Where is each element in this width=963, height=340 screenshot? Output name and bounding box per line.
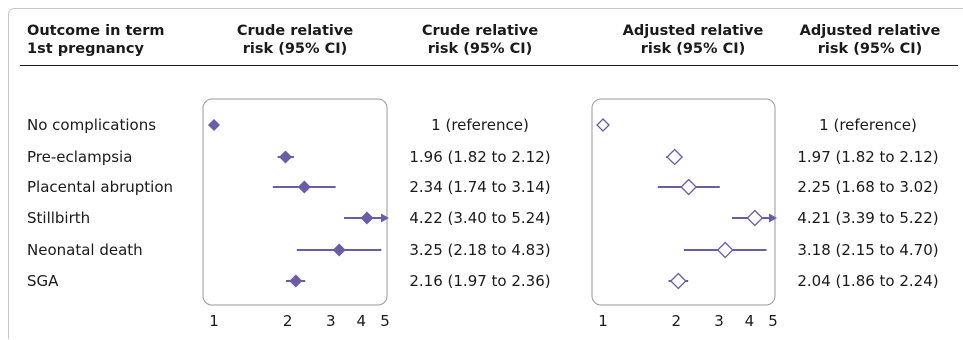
outcome-label: No complications (27, 116, 157, 134)
header-crude-plot-line1: Crude relative (236, 23, 354, 39)
header-outcome: Outcome in term 1st pregnancy (27, 22, 165, 58)
crude-tick-label: 2 (283, 312, 293, 330)
crude-tick-label: 4 (357, 312, 367, 330)
crude-ci-text: 2.16 (1.97 to 2.36) (409, 272, 551, 290)
adjusted-tick-label: 4 (745, 312, 755, 330)
outcome-label: Pre-eclampsia (27, 148, 133, 166)
outcome-label: Placental abruption (27, 178, 174, 196)
adjusted-ci-arrow (769, 213, 777, 223)
header-adj-text-line1: Adjusted relative (799, 23, 941, 39)
adjusted-ci-text: 3.18 (2.15 to 4.70) (797, 241, 939, 259)
header-adj-plot-line1: Adjusted relative (622, 23, 764, 39)
header-outcome-line1: Outcome in term (27, 23, 165, 39)
adjusted-tick-label: 2 (671, 312, 681, 330)
crude-estimate-marker (297, 180, 311, 194)
crude-tick-label: 3 (326, 312, 336, 330)
adjusted-tick-label: 3 (714, 312, 724, 330)
header-adj-text: Adjusted relative risk (95% CI) (780, 22, 960, 58)
outcome-label: SGA (27, 272, 59, 290)
crude-estimate-marker (332, 243, 346, 257)
adjusted-estimate-marker (666, 148, 684, 166)
header-crude-text-line2: risk (95% CI) (427, 41, 533, 57)
adjusted-ci-text: 1.97 (1.82 to 2.12) (797, 148, 939, 166)
header-adj-plot: Adjusted relative risk (95% CI) (598, 22, 788, 58)
crude-ci-text: 4.22 (3.40 to 5.24) (409, 209, 551, 227)
crude-estimate-marker (289, 274, 303, 288)
outcome-label: Neonatal death (27, 241, 143, 259)
header-crude-text: Crude relative risk (95% CI) (395, 22, 565, 58)
adjusted-estimate-marker (669, 272, 687, 290)
header-adj-plot-line2: risk (95% CI) (640, 41, 746, 57)
crude-estimate-marker (278, 150, 292, 164)
adjusted-ci-text: 4.21 (3.39 to 5.22) (797, 209, 939, 227)
header-crude-plot: Crude relative risk (95% CI) (210, 22, 380, 58)
header-crude-plot-line2: risk (95% CI) (242, 41, 348, 57)
adjusted-ci-text: 2.04 (1.86 to 2.24) (797, 272, 939, 290)
table-frame (8, 8, 963, 339)
crude-plot-box (202, 98, 388, 306)
crude-ci-text: 1.96 (1.82 to 2.12) (409, 148, 551, 166)
adjusted-ci-text: 2.25 (1.68 to 3.02) (797, 178, 939, 196)
crude-ci-text: 2.34 (1.74 to 3.14) (409, 178, 551, 196)
crude-ci-text: 3.25 (2.18 to 4.83) (409, 241, 551, 259)
adjusted-estimate-marker (596, 118, 610, 132)
crude-estimate-marker (360, 211, 374, 225)
outcome-label: Stillbirth (27, 209, 91, 227)
header-rule (20, 65, 958, 66)
adjusted-plot-box (591, 98, 776, 306)
crude-estimate-marker (208, 119, 220, 131)
crude-ci-text: 1 (reference) (431, 116, 529, 134)
header-adj-text-line2: risk (95% CI) (817, 41, 923, 57)
adjusted-tick-label: 5 (768, 312, 778, 330)
adjusted-estimate-marker (716, 241, 734, 259)
header-crude-text-line1: Crude relative (421, 23, 539, 39)
header-outcome-line2: 1st pregnancy (27, 41, 144, 57)
adjusted-ci-text: 1 (reference) (819, 116, 917, 134)
adjusted-estimate-marker (680, 178, 698, 196)
crude-ci-arrow (381, 213, 389, 223)
crude-tick-label: 5 (380, 312, 390, 330)
crude-tick-label: 1 (209, 312, 219, 330)
adjusted-estimate-marker (746, 209, 764, 227)
adjusted-tick-label: 1 (598, 312, 608, 330)
